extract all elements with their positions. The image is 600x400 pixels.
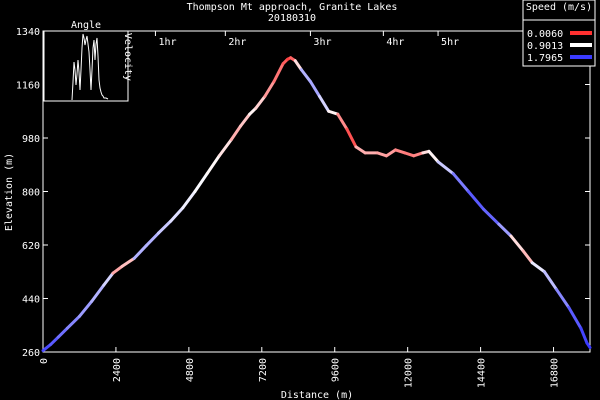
elevation-track	[41, 56, 592, 353]
track-segment	[272, 62, 285, 84]
track-segment	[327, 109, 340, 116]
track-segment	[293, 59, 303, 72]
track-segment	[436, 160, 455, 176]
x-axis-label: Distance (m)	[281, 390, 353, 400]
y-tick-label: 620	[22, 241, 40, 252]
track-segment	[451, 172, 470, 193]
track-segment	[254, 94, 267, 110]
inset-title: Angle	[71, 20, 101, 31]
angle-inset: Angle Velocity	[43, 20, 133, 102]
track-segment	[497, 222, 513, 238]
track-segment	[482, 207, 501, 226]
track-segment	[239, 112, 252, 128]
track-segment	[49, 335, 60, 347]
track-segment	[530, 261, 546, 274]
time-tick-label: 4hr	[386, 37, 404, 48]
x-tick-label: 16800	[550, 358, 561, 388]
x-tick-label: 9600	[331, 358, 342, 382]
track-segment	[403, 151, 416, 158]
chart-title: Thompson Mt approach, Granite Lakes	[187, 2, 398, 13]
track-segment	[132, 244, 148, 260]
legend-entry-label: 0.9013	[527, 41, 563, 52]
time-tick-label: 2hr	[228, 37, 246, 48]
track-segment	[102, 271, 115, 287]
y-axis-ticks: 260 440 620 800 980 1160 1340	[16, 27, 590, 359]
x-tick-label: 4800	[185, 358, 196, 382]
track-segment	[205, 154, 221, 176]
track-segment	[345, 127, 358, 149]
x-tick-label: 12000	[404, 358, 415, 388]
y-axis-label: Elevation (m)	[4, 153, 15, 231]
legend-entry-label: 0.0060	[527, 29, 563, 40]
track-segment	[509, 234, 525, 253]
x-axis-ticks: 0 2400 4800 7200 9600 12000 14400 16800	[39, 347, 561, 388]
y-tick-label: 1340	[16, 27, 40, 38]
track-segment	[120, 256, 136, 268]
y-tick-label: 980	[22, 134, 40, 145]
x-tick-label: 0	[39, 358, 50, 364]
track-segment	[542, 270, 559, 292]
y-tick-label: 260	[22, 348, 40, 359]
track-segment	[375, 151, 388, 158]
track-segment	[412, 151, 425, 158]
y-tick-label: 1160	[16, 81, 40, 92]
track-segment	[217, 137, 233, 158]
inset-ylabel: Velocity	[122, 33, 133, 81]
track-segment	[181, 190, 197, 210]
track-segment	[263, 80, 276, 98]
track-segment	[41, 343, 53, 353]
track-segment	[193, 172, 209, 193]
track-segment	[427, 149, 440, 164]
track-segment	[90, 283, 106, 303]
inset-velocity-line	[71, 33, 109, 101]
track-segment	[299, 68, 312, 84]
track-segment	[169, 206, 185, 223]
track-segment	[77, 299, 94, 318]
track-segment	[394, 148, 407, 155]
time-tick-label: 1hr	[158, 37, 176, 48]
track-segment	[354, 145, 367, 155]
track-segment	[579, 326, 589, 345]
legend-title: Speed (m/s)	[526, 2, 592, 13]
y-tick-label: 800	[22, 188, 40, 199]
track-segment	[56, 326, 69, 339]
legend-title-box	[522, 0, 596, 21]
x-tick-label: 14400	[477, 358, 488, 388]
time-tick-label: 3hr	[313, 37, 331, 48]
track-segment	[585, 341, 592, 350]
y-tick-label: 440	[22, 295, 40, 306]
track-segment	[65, 314, 81, 330]
track-segment	[555, 288, 571, 309]
track-segment	[384, 148, 398, 158]
track-segment	[466, 190, 486, 211]
inset-frame	[43, 30, 129, 102]
x-tick-label: 2400	[112, 358, 123, 382]
track-segment	[111, 264, 124, 275]
track-segment	[144, 231, 160, 248]
chart-subtitle: 20180310	[268, 13, 316, 24]
track-segment	[336, 112, 349, 131]
track-segment	[308, 80, 322, 98]
track-segment	[156, 219, 173, 235]
x-tick-label: 7200	[258, 358, 269, 382]
track-segment	[521, 249, 534, 265]
track-segment	[567, 305, 583, 330]
track-segment	[318, 94, 331, 113]
track-segment	[229, 124, 243, 141]
legend-entry-label: 1.7965	[527, 53, 563, 64]
time-tick-label: 5hr	[441, 37, 459, 48]
